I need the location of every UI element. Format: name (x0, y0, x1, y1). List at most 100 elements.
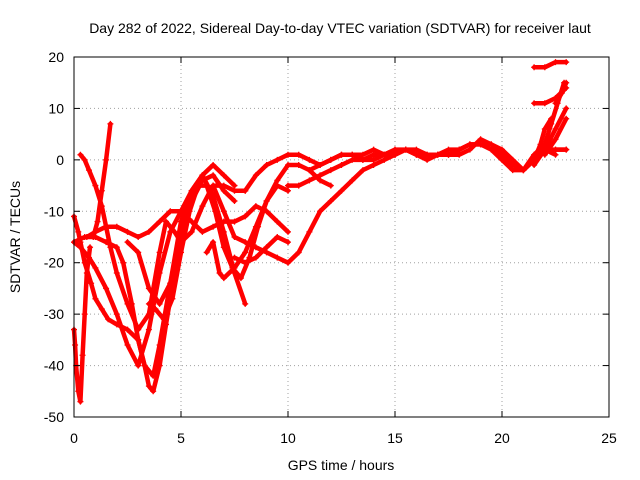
data-point-marker (456, 151, 463, 158)
data-point-marker (77, 151, 84, 158)
data-point-marker (156, 270, 163, 276)
data-point-marker (141, 362, 148, 369)
data-point-marker (413, 151, 420, 158)
series-arc-12 (231, 234, 291, 266)
data-point-marker (434, 151, 441, 158)
series-arc-22 (531, 84, 570, 107)
x-tick-labels: 0 5 10 15 20 25 (70, 430, 617, 446)
data-point-marker (402, 146, 409, 153)
data-point-marker (150, 372, 157, 379)
data-point-marker (135, 336, 142, 343)
data-point-marker (156, 249, 163, 256)
data-point-marker (210, 162, 217, 168)
data-point-marker (274, 218, 281, 225)
data-point-marker (317, 177, 324, 184)
data-point-marker (167, 280, 174, 287)
data-point-marker (327, 156, 334, 163)
series-arc-24 (541, 115, 570, 158)
series-line (531, 59, 569, 70)
data-point-marker (285, 182, 291, 189)
data-point-marker (263, 244, 270, 251)
data-point-marker (252, 244, 259, 251)
data-point-marker (103, 285, 110, 292)
series-arc-23 (531, 59, 570, 71)
data-point-marker (252, 172, 259, 179)
data-point-marker (85, 167, 92, 174)
data-point-marker (216, 270, 223, 276)
data-point-marker (167, 208, 174, 215)
data-point-marker (563, 79, 570, 86)
data-point-marker (152, 306, 159, 312)
data-point-marker (113, 244, 120, 251)
data-point-marker (199, 172, 206, 179)
data-point-marker (135, 362, 142, 369)
series-arc-25 (552, 146, 570, 153)
data-point-marker (531, 162, 538, 168)
data-point-marker (124, 239, 131, 246)
chart-title: Day 282 of 2022, Sidereal Day-to-day VTE… (89, 20, 591, 36)
data-point-marker (124, 342, 131, 348)
data-point-marker (220, 187, 227, 194)
data-point-marker (212, 208, 219, 215)
data-point-marker (424, 151, 431, 158)
data-point-marker (327, 198, 334, 204)
data-point-marker (231, 182, 238, 189)
data-point-marker (81, 311, 88, 318)
data-point-marker (413, 146, 420, 153)
data-point-marker (552, 59, 559, 66)
data-point-marker (231, 198, 238, 204)
data-point-marker (263, 249, 270, 256)
data-point-marker (156, 342, 163, 348)
data-point-marker (120, 259, 127, 266)
data-point-marker (295, 162, 302, 168)
data-point-marker (263, 198, 270, 204)
series-line (125, 173, 248, 307)
x-tick-label: 20 (494, 430, 510, 446)
data-point-marker (306, 228, 313, 235)
data-point-marker (541, 141, 548, 148)
data-point-marker (445, 146, 452, 153)
data-point-marker (466, 141, 473, 148)
data-point-marker (199, 203, 206, 210)
data-point-marker (531, 100, 538, 107)
data-point-marker (242, 249, 249, 256)
data-point-marker (128, 300, 135, 307)
series-line (232, 234, 291, 265)
y-tick-label: -40 (44, 358, 64, 374)
data-point-marker (167, 228, 174, 235)
data-point-marker (199, 228, 206, 235)
data-point-marker (285, 259, 291, 266)
data-point-marker (242, 213, 249, 220)
data-point-marker (252, 254, 259, 261)
data-point-marker (169, 295, 176, 302)
data-point-marker (90, 234, 97, 240)
data-point-marker (85, 254, 92, 261)
data-point-marker (338, 187, 345, 194)
series-arc-11 (210, 151, 398, 266)
data-point-marker (210, 239, 217, 246)
data-point-marker (563, 146, 570, 153)
data-point-marker (477, 136, 484, 143)
data-point-marker (274, 254, 281, 261)
x-axis-label: GPS time / hours (288, 457, 395, 473)
data-point-marker (220, 172, 227, 179)
data-point-marker (135, 249, 142, 256)
data-point-marker (231, 187, 238, 194)
data-point-marker (370, 151, 377, 158)
data-point-marker (75, 228, 82, 235)
data-point-marker (552, 151, 559, 158)
series-arc-14 (285, 146, 398, 189)
data-point-marker (145, 383, 152, 390)
data-point-marker (145, 300, 152, 307)
plot-frame (73, 56, 610, 418)
data-point-marker (541, 64, 548, 71)
data-point-marker (338, 151, 345, 158)
data-point-marker (381, 151, 388, 158)
data-point-marker (210, 223, 217, 230)
y-tick-label: 10 (48, 100, 64, 116)
series-line (531, 106, 569, 168)
series-arc-7 (90, 120, 114, 240)
axis-ticks (73, 56, 610, 418)
data-point-marker (552, 100, 559, 107)
